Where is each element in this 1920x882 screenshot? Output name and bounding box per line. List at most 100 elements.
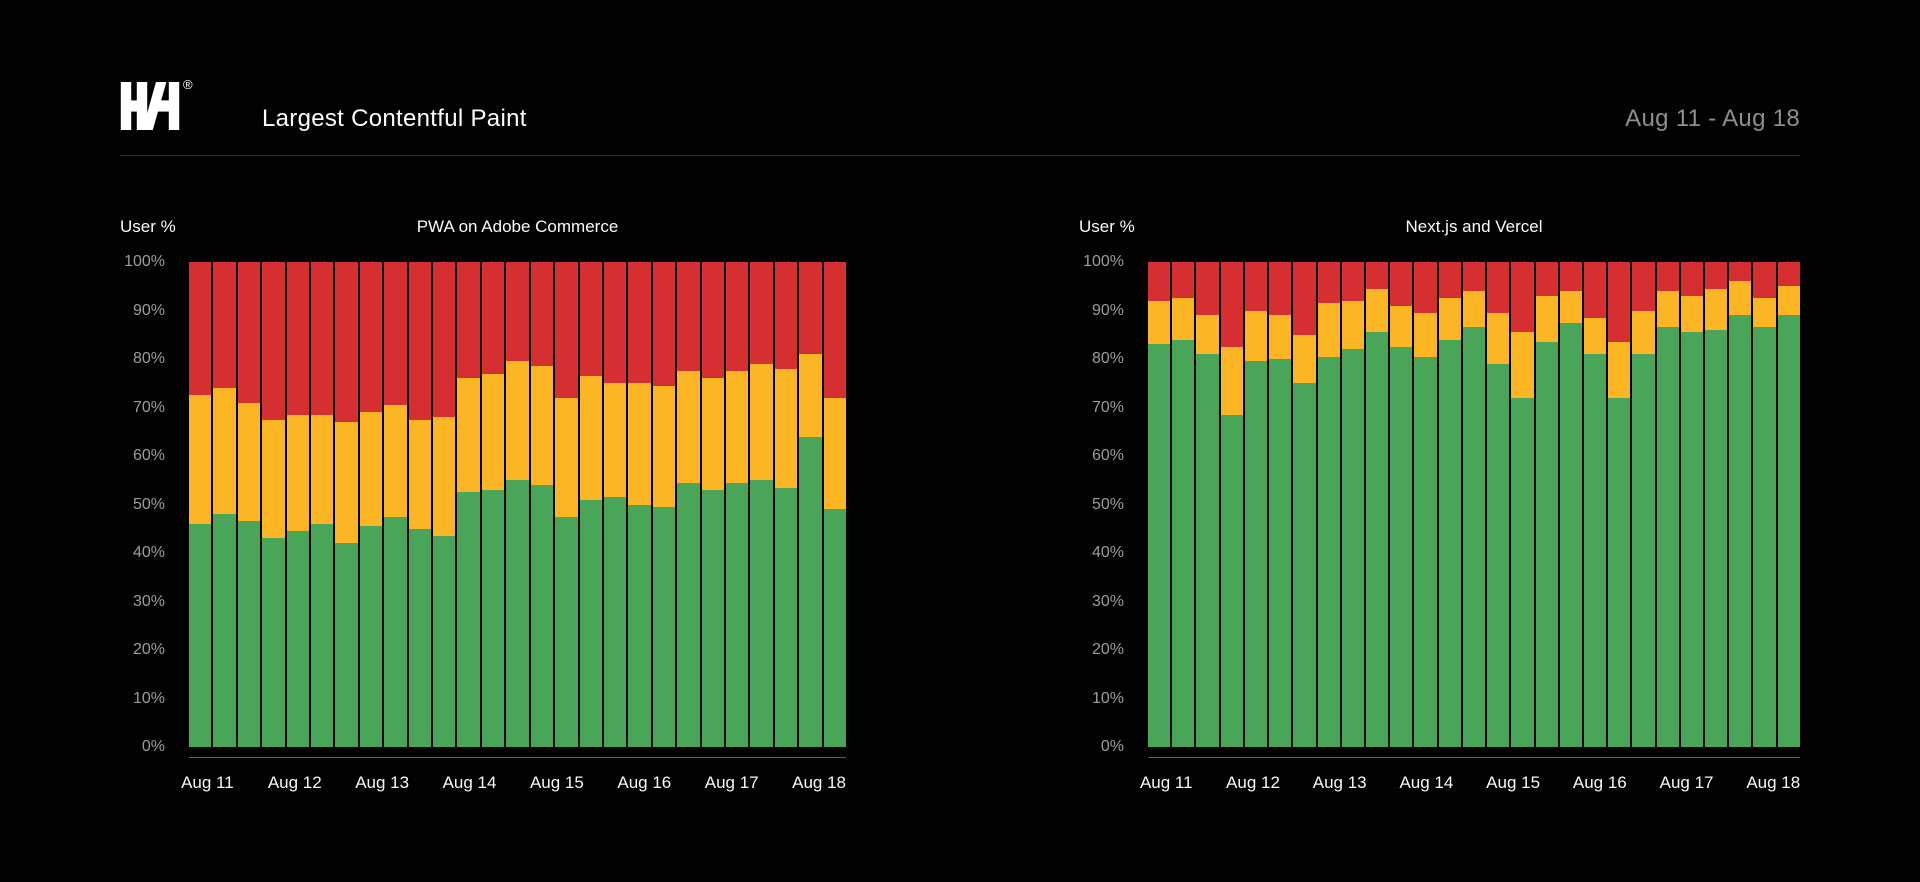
bar bbox=[579, 262, 602, 747]
bar bbox=[457, 262, 480, 747]
bar-segment-red bbox=[262, 262, 285, 420]
bar-segment-yellow bbox=[652, 385, 676, 507]
bar-segment-red bbox=[359, 262, 383, 413]
y-tick-label: 60% bbox=[132, 447, 165, 464]
bar bbox=[1487, 262, 1510, 747]
x-tick-label: Aug 18 bbox=[1746, 773, 1801, 792]
bar-segment-green bbox=[1729, 315, 1752, 747]
bar bbox=[1317, 262, 1340, 747]
x-axis-line bbox=[1148, 757, 1800, 758]
y-tick-label: 90% bbox=[132, 301, 165, 319]
bar-segment-yellow bbox=[1511, 332, 1534, 398]
bar-segment-red bbox=[1414, 262, 1437, 313]
bar bbox=[1511, 262, 1534, 747]
bar-segment-red bbox=[1705, 262, 1728, 289]
bar-segment-green bbox=[701, 489, 724, 747]
bar-segment-yellow bbox=[1438, 298, 1461, 340]
bar bbox=[237, 262, 261, 747]
bar-segment-red bbox=[823, 262, 846, 398]
bar bbox=[189, 262, 212, 747]
bar bbox=[1414, 262, 1437, 747]
bar-segment-green bbox=[677, 482, 700, 747]
bar-segment-green bbox=[628, 504, 651, 747]
chart-title: PWA on Adobe Commerce bbox=[416, 217, 619, 236]
x-tick-label: Aug 11 bbox=[181, 773, 234, 792]
bar-segment-red bbox=[774, 262, 798, 369]
bar bbox=[774, 262, 798, 747]
bar bbox=[823, 262, 846, 747]
bar-segment-red bbox=[408, 262, 432, 420]
bar-segment-red bbox=[579, 262, 602, 376]
bar-segment-red bbox=[750, 262, 773, 364]
bar-segment-green bbox=[1341, 349, 1364, 747]
bar-segment-red bbox=[701, 262, 724, 379]
bar-segment-green bbox=[1535, 342, 1558, 747]
bar-segment-red bbox=[1608, 262, 1631, 343]
x-tick-label: Aug 15 bbox=[1486, 773, 1541, 792]
y-tick-label: 80% bbox=[1091, 350, 1124, 367]
bar bbox=[1559, 262, 1582, 747]
bar-segment-red bbox=[1462, 262, 1486, 292]
bar-segment-green bbox=[262, 538, 285, 747]
y-tick-label: 40% bbox=[132, 544, 165, 561]
y-axis-labels: 100% 90% 80% 70% 60% 50% 40% 30% 20% 10% 0% bbox=[1079, 253, 1124, 755]
bar-segment-green bbox=[1753, 327, 1776, 747]
bar-segment-green bbox=[530, 485, 554, 747]
y-tick-label: 10% bbox=[132, 689, 165, 707]
bar bbox=[1220, 262, 1243, 747]
bar-segment-yellow bbox=[1390, 305, 1413, 347]
bar-segment-green bbox=[652, 506, 676, 747]
bar bbox=[628, 262, 651, 747]
bar-segment-yellow bbox=[1220, 346, 1243, 415]
bar-segment-green bbox=[1559, 322, 1582, 747]
bar-segment-green bbox=[1487, 363, 1510, 747]
brand: ® bbox=[120, 77, 193, 130]
bar bbox=[335, 262, 358, 747]
y-tick-label: 20% bbox=[132, 641, 165, 658]
bar bbox=[1390, 262, 1413, 747]
y-tick-label: 80% bbox=[132, 350, 165, 367]
bar-segment-red bbox=[1535, 262, 1558, 296]
bar-segment-green bbox=[1705, 329, 1728, 747]
page-title: Largest Contentful Paint bbox=[262, 105, 527, 132]
bar-segment-red bbox=[1293, 262, 1316, 335]
bar-segment-red bbox=[1680, 262, 1704, 296]
bar-segment-yellow bbox=[1656, 291, 1679, 328]
bar-segment-yellow bbox=[750, 363, 773, 481]
y-tick-label: 100% bbox=[124, 253, 165, 270]
y-tick-label: 40% bbox=[1091, 544, 1124, 561]
bar-segment-red bbox=[1632, 262, 1655, 311]
bar-segment-green bbox=[433, 536, 456, 747]
bar-segment-green bbox=[1293, 383, 1316, 747]
bar-segment-green bbox=[213, 514, 236, 747]
bar-segment-red bbox=[1148, 262, 1171, 301]
bar-segment-yellow bbox=[481, 373, 505, 490]
bar bbox=[1196, 262, 1219, 747]
bar-segment-yellow bbox=[701, 378, 724, 490]
date-range: Aug 11 - Aug 18 bbox=[1625, 105, 1800, 132]
bar-segment-yellow bbox=[1583, 317, 1607, 355]
bar-segment-red bbox=[1341, 262, 1364, 301]
y-tick-label: 50% bbox=[1091, 495, 1124, 513]
bar bbox=[1365, 262, 1389, 747]
bar-segment-red bbox=[1487, 262, 1510, 313]
bar-segment-green bbox=[725, 482, 749, 747]
bar bbox=[311, 262, 334, 747]
bar-segment-yellow bbox=[1172, 298, 1195, 340]
bar-segment-yellow bbox=[1729, 281, 1752, 316]
bar-segment-red bbox=[1220, 262, 1243, 347]
bar-segment-yellow bbox=[1559, 291, 1582, 323]
y-tick-label: 30% bbox=[132, 592, 165, 610]
x-tick-label: Aug 18 bbox=[792, 773, 847, 792]
chart-nextjs-vercel: User % Next.js and Vercel 100% 90% 80% 70% 6… bbox=[1079, 210, 1800, 810]
bar-segment-red bbox=[628, 262, 651, 384]
bar-segment-yellow bbox=[213, 388, 236, 515]
y-tick-label: 10% bbox=[1091, 689, 1124, 707]
bar-segment-red bbox=[1753, 262, 1776, 299]
bar-segment-yellow bbox=[1753, 298, 1776, 328]
bar-segment-red bbox=[1729, 262, 1752, 282]
bar-segment-red bbox=[433, 262, 456, 418]
bar bbox=[1583, 262, 1607, 747]
x-axis-labels: Aug 11 Aug 12 Aug 13 Aug 14 Aug 15 Aug 16 Aug … bbox=[1140, 773, 1801, 797]
bar-segment-green bbox=[359, 526, 383, 747]
